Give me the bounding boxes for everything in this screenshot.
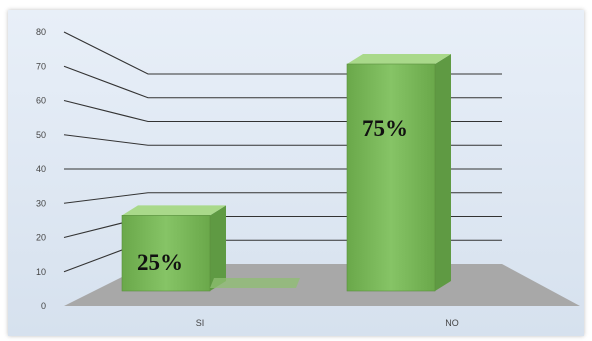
bar-top	[347, 54, 451, 64]
bar-no	[346, 54, 451, 292]
y-tick-label: 40	[36, 164, 46, 174]
y-axis-ticks: 0 10 20 30 40 50 60 70 80	[36, 27, 46, 311]
x-axis-categories: SI NO	[196, 318, 459, 328]
bar-front	[121, 215, 211, 292]
y-tick-label: 70	[36, 61, 46, 71]
bar-chart: 0 10 20 30 40 50 60 70 80 SI NO 25% 75%	[8, 10, 584, 336]
y-tick-label: 50	[36, 130, 46, 140]
data-labels: 25% 75%	[137, 116, 408, 275]
bars	[121, 54, 451, 292]
data-label-si: 25%	[137, 250, 183, 275]
x-category-label: NO	[445, 318, 459, 328]
data-label-no: 75%	[362, 116, 408, 141]
bar-shadow-slab	[210, 278, 300, 288]
bar-side	[210, 205, 226, 291]
bar-si	[121, 205, 226, 292]
y-tick-label: 60	[36, 96, 46, 106]
y-tick-label: 0	[41, 301, 46, 311]
y-tick-label: 10	[36, 267, 46, 277]
y-tick-label: 30	[36, 198, 46, 208]
bar-side	[435, 54, 451, 291]
y-tick-label: 20	[36, 233, 46, 243]
x-category-label: SI	[196, 318, 205, 328]
y-tick-label: 80	[36, 27, 46, 37]
chart-frame: 0 10 20 30 40 50 60 70 80 SI NO 25% 75%	[8, 10, 584, 336]
bar-top	[122, 205, 226, 216]
bar-front	[346, 63, 436, 292]
